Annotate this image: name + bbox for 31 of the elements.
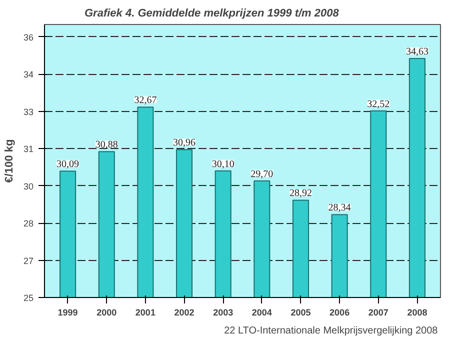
- x-tick-label: 2007: [368, 308, 388, 318]
- x-tick-label: 2004: [252, 308, 272, 318]
- y-tick-label: 28: [23, 218, 34, 229]
- data-label: 30,09: [56, 159, 80, 170]
- y-tick-label: 31: [23, 144, 34, 154]
- y-tick-label: 25: [23, 293, 34, 303]
- x-tick-label: 2002: [174, 308, 194, 318]
- x-tick-label: 2003: [213, 308, 234, 318]
- y-tick-label: 33: [23, 106, 34, 117]
- data-label: 30,88: [95, 140, 118, 151]
- y-tick-label: 30: [23, 181, 34, 192]
- x-tick-label: 2001: [135, 308, 156, 318]
- x-tick-label: 2008: [407, 308, 428, 318]
- y-axis-title: €/100 kg: [3, 139, 16, 183]
- x-tick-label: 1999: [58, 308, 78, 318]
- text: 22 LTO-Internationale Melkprijsvergelijking 2008: [224, 326, 438, 336]
- y-tick-label: 36: [23, 32, 34, 42]
- data-label: 28,92: [289, 188, 312, 200]
- data-label: 30,96: [173, 138, 196, 149]
- data-label: 34,63: [406, 46, 428, 58]
- chart-title: Grafiek 4. Gemiddelde melkprijzen 1999 t/m 2008: [84, 8, 340, 20]
- data-label: 32,67: [134, 95, 157, 106]
- data-label: 28,34: [328, 202, 351, 214]
- y-tick-label: 27: [23, 256, 34, 266]
- y-tick-label: 34: [23, 70, 34, 80]
- data-label: 29,70: [250, 168, 274, 180]
- x-tick-label: 2006: [330, 308, 350, 318]
- x-tick-label: 2005: [290, 308, 311, 318]
- data-label: 30,10: [212, 158, 234, 170]
- data-label: 32,52: [367, 98, 390, 110]
- x-tick-label: 2000: [96, 308, 117, 318]
